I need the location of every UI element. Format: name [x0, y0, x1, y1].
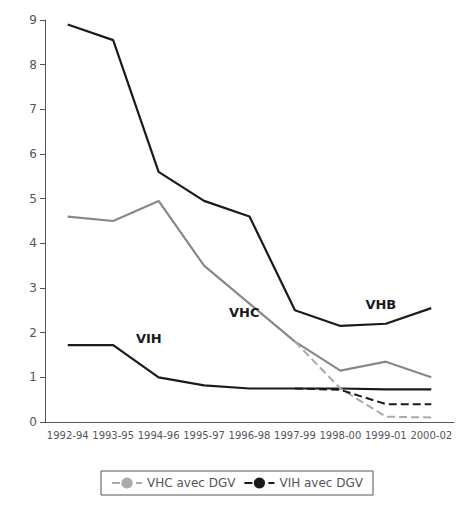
svg-text:1995-97: 1995-97: [183, 430, 225, 441]
svg-text:1998-00: 1998-00: [319, 430, 361, 441]
svg-text:3: 3: [29, 281, 37, 295]
svg-text:0: 0: [29, 415, 37, 429]
svg-text:1997-99: 1997-99: [274, 430, 316, 441]
svg-text:1999-01: 1999-01: [365, 430, 407, 441]
svg-text:VIH: VIH: [136, 331, 162, 346]
svg-text:VIH avec DGV: VIH avec DGV: [279, 476, 363, 490]
svg-text:VHB: VHB: [365, 297, 396, 312]
svg-text:VHC avec DGV: VHC avec DGV: [147, 476, 236, 490]
svg-text:1992-94: 1992-94: [47, 430, 89, 441]
svg-text:5: 5: [29, 192, 37, 206]
svg-text:2000-02: 2000-02: [410, 430, 452, 441]
svg-text:1994-96: 1994-96: [138, 430, 180, 441]
svg-text:9: 9: [29, 13, 37, 27]
svg-text:7: 7: [29, 102, 37, 116]
svg-text:8: 8: [29, 58, 37, 72]
svg-text:1993-95: 1993-95: [92, 430, 134, 441]
svg-text:4: 4: [29, 236, 37, 250]
svg-text:6: 6: [29, 147, 37, 161]
svg-text:2: 2: [29, 326, 37, 340]
svg-text:1: 1: [29, 370, 37, 384]
svg-text:VHC: VHC: [229, 305, 259, 320]
svg-text:1996-98: 1996-98: [229, 430, 271, 441]
